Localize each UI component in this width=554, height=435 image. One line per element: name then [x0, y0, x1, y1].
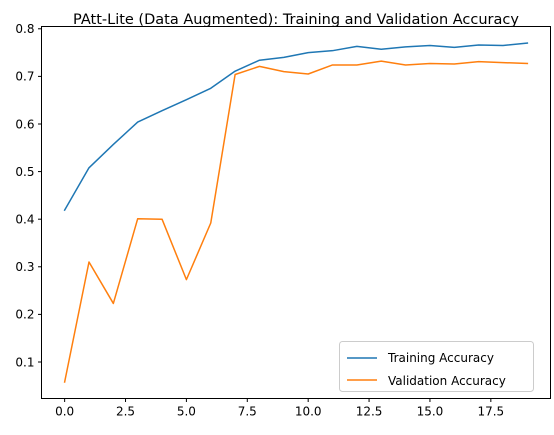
x-tick-label: 15.0: [417, 405, 444, 419]
y-tick-label: 0.2: [15, 308, 34, 322]
y-tick-label: 0.6: [15, 117, 34, 131]
series-layer: [63, 42, 529, 383]
chart-title: PAtt-Lite (Data Augmented): Training and…: [73, 12, 519, 28]
x-tick-label: 2.5: [116, 405, 135, 419]
legend-box: [339, 341, 534, 392]
plot-frame: [41, 26, 551, 399]
x-tick-label: 7.5: [238, 405, 257, 419]
y-tick-label: 0.4: [15, 212, 34, 226]
legend-label-training: Training Accuracy: [387, 351, 494, 365]
x-tick-label: 10.0: [295, 405, 322, 419]
y-tick-label: 0.3: [15, 260, 34, 274]
y-axis-ticks: 0.1 0.2 0.3 0.4 0.5 0.6 0.7 0.8: [15, 22, 42, 369]
legend-label-validation: Validation Accuracy: [388, 374, 506, 388]
y-tick-label: 0.8: [15, 22, 34, 36]
series-line-validation-accuracy: [63, 60, 529, 383]
y-tick-label: 0.1: [15, 355, 34, 369]
x-axis-ticks: 0.0 2.5 5.0 7.5 10.0 12.5 15.0 17.5: [55, 398, 504, 419]
y-tick-label: 0.7: [15, 70, 34, 84]
legend: Training Accuracy Validation Accuracy: [339, 341, 534, 392]
x-tick-label: 5.0: [177, 405, 196, 419]
x-tick-label: 0.0: [55, 405, 74, 419]
x-tick-label: 17.5: [477, 405, 504, 419]
x-tick-label: 12.5: [356, 405, 383, 419]
y-tick-label: 0.5: [15, 165, 34, 179]
series-line-training-accuracy: [63, 42, 529, 212]
